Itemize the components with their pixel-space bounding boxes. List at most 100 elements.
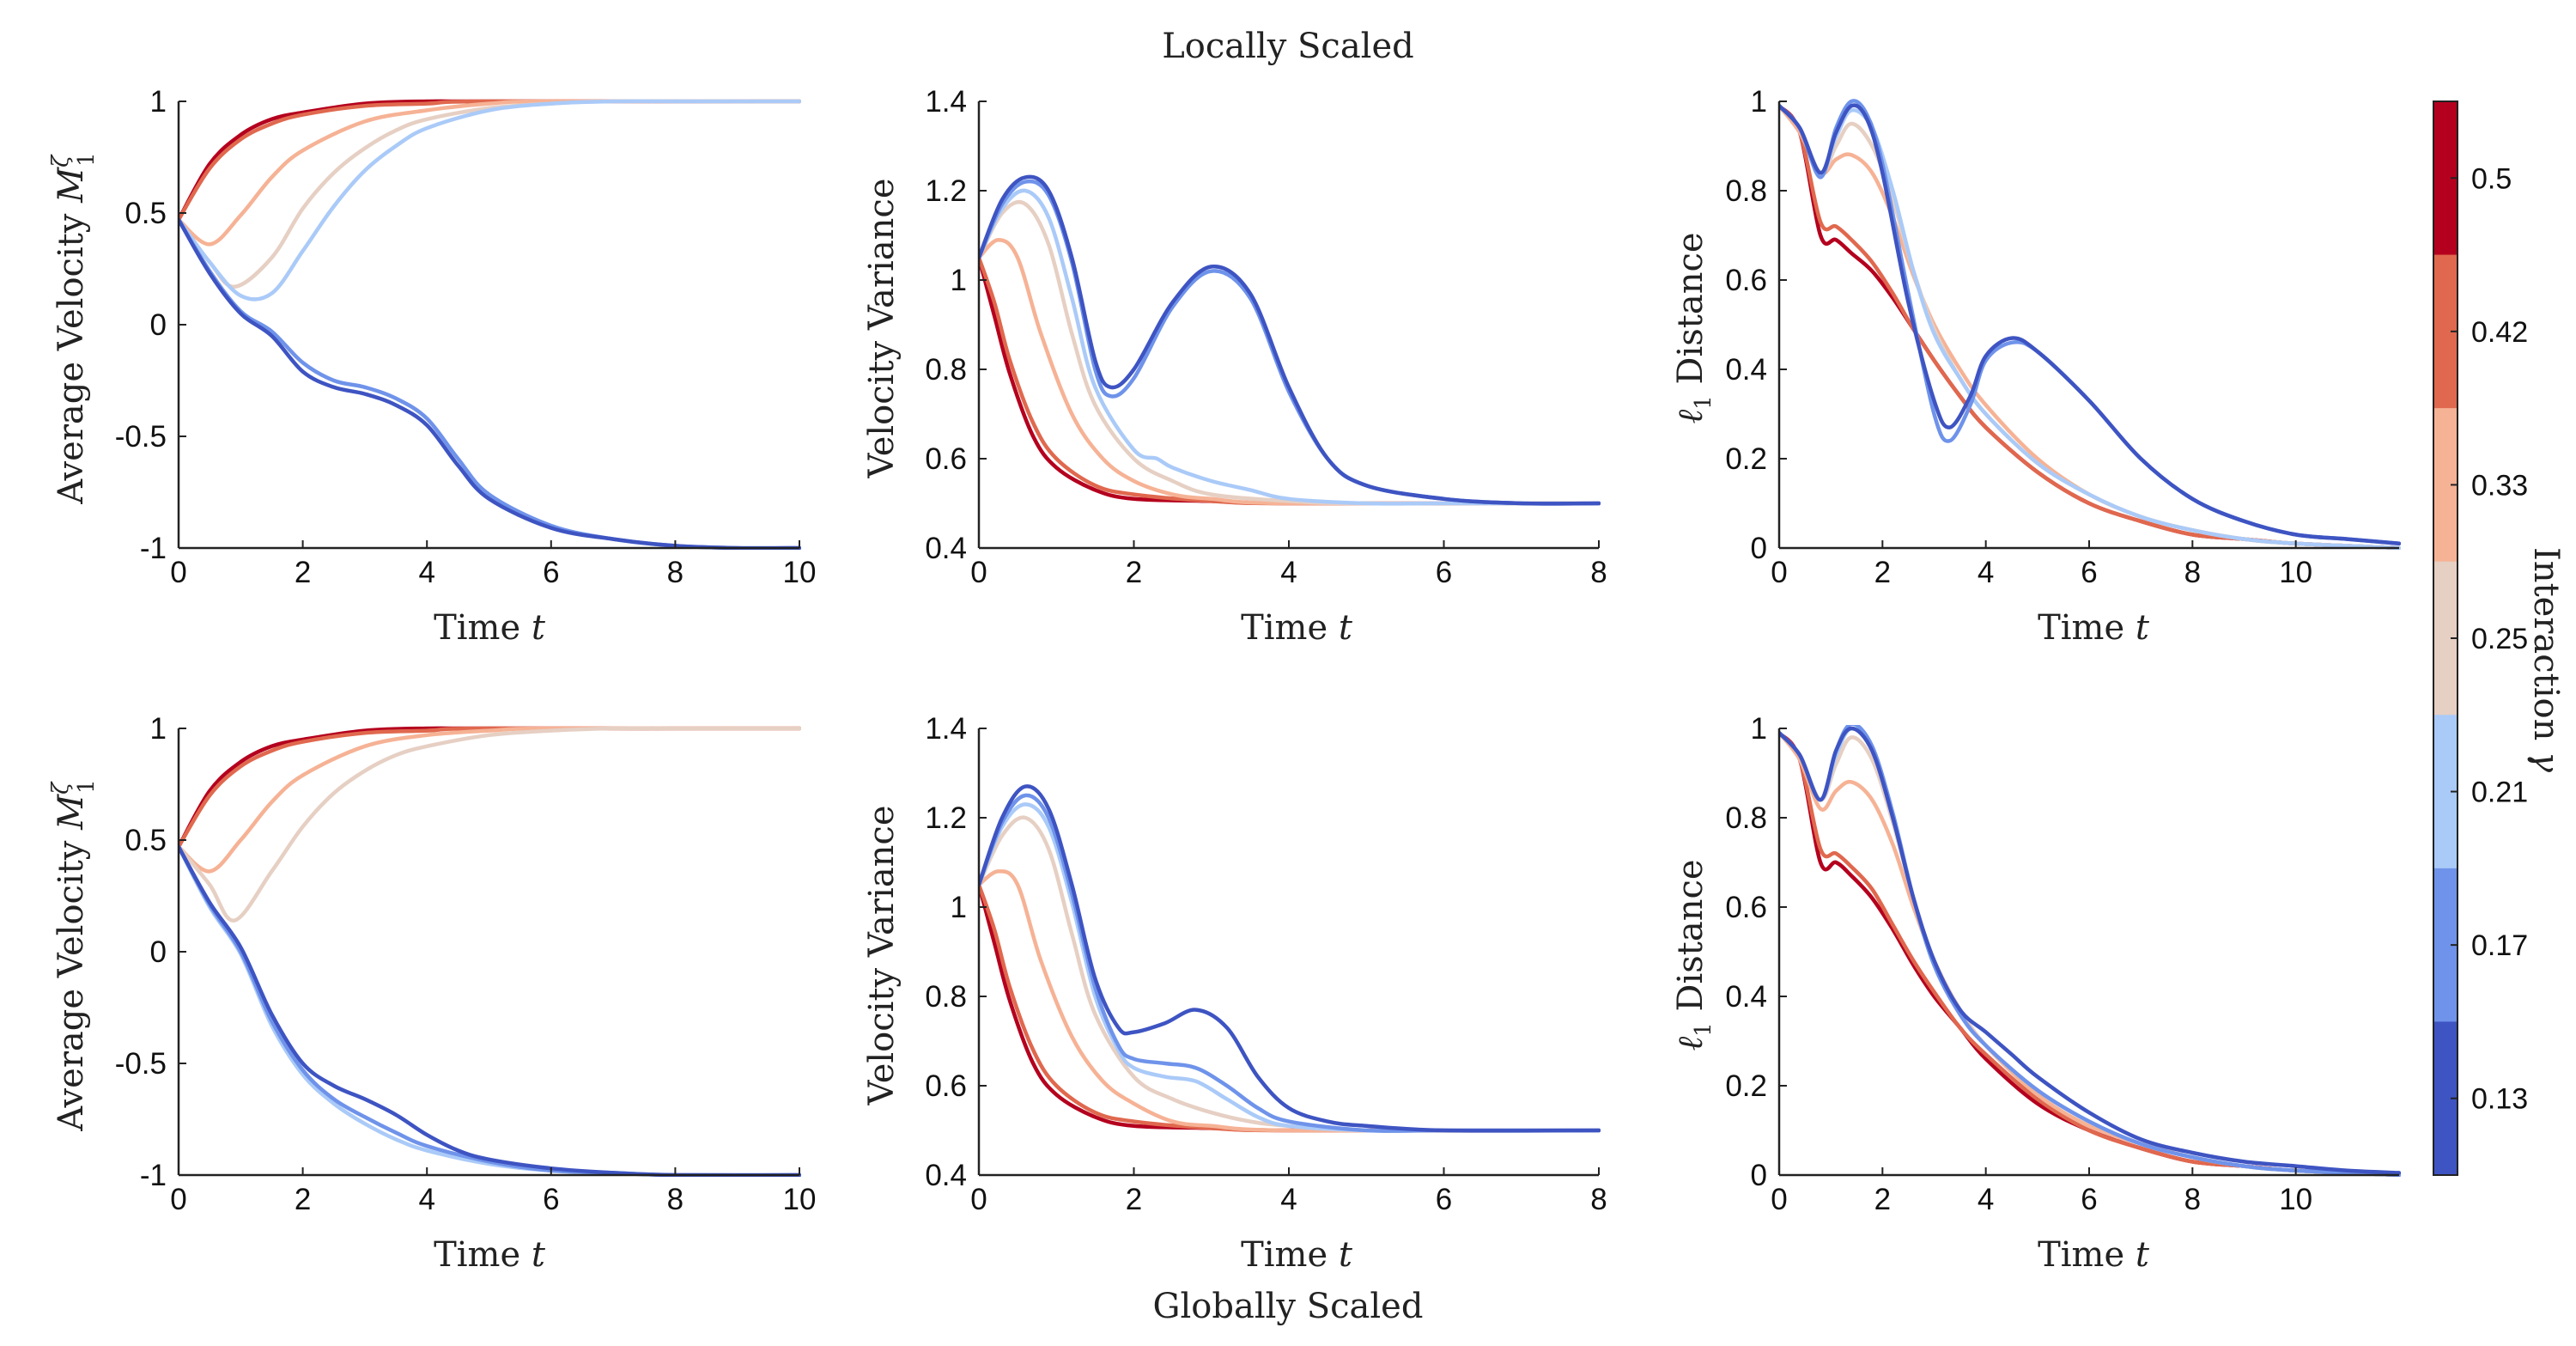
series-line-γ=0.25: [179, 726, 801, 923]
axes-layer: 0 2 4 6 8 10 -1 -0.5 0 0.5 1: [115, 712, 817, 1216]
series-layer: [979, 784, 1601, 1133]
y-tick-label: 0: [150, 935, 167, 969]
series-line-γ=0.42: [1779, 103, 2401, 550]
y-tick-label: 0.6: [1725, 891, 1767, 924]
x-axis-label: Time t: [434, 608, 546, 648]
bottom-title: Globally Scaled: [1153, 1287, 1424, 1326]
x-axis-label: Time t: [2038, 1235, 2150, 1275]
series-line-γ=0.21: [1779, 726, 2401, 1177]
series-line-γ=0.42: [1779, 730, 2401, 1177]
x-tick-label: 2: [1874, 556, 1891, 589]
y-tick-label: 1.4: [925, 85, 967, 119]
series-line-γ=0.5: [979, 882, 1601, 1133]
y-tick-label: 0.8: [1725, 801, 1767, 835]
panel-r1c2: 0 2 4 6 8 0.4 0.6 0.8 1 1.2 1.4 Time t Velocity Va…: [862, 85, 1607, 648]
series-layer: [179, 99, 801, 550]
y-axis-label: Average Velocity Mζ1: [48, 779, 100, 1131]
series-line-γ=0.42: [979, 882, 1601, 1133]
panel-r2c2: 0 2 4 6 8 0.4 0.6 0.8 1 1.2 1.4 Time t Velocity Va…: [862, 712, 1607, 1275]
series-line-γ=0.33: [979, 869, 1601, 1133]
series-line-γ=0.25: [979, 199, 1601, 506]
y-axis-label: Average Velocity Mζ1: [48, 152, 100, 504]
series-line-γ=0.33: [1779, 103, 2401, 550]
y-tick-label: 0.8: [925, 353, 967, 387]
colorbar-tick-label: 0.17: [2471, 929, 2528, 962]
y-tick-label: -1: [140, 532, 167, 565]
y-axis-label: ℓ1 Distance: [1671, 859, 1716, 1051]
colorbar: 0.5 0.42 0.33 0.25 0.21 0.17 0.13 Interaction …: [2433, 100, 2566, 1176]
x-tick-label: 8: [2184, 556, 2201, 589]
x-axis-label: Time t: [434, 1235, 546, 1275]
x-tick-label: 8: [667, 1183, 683, 1216]
y-tick-label: 0.5: [125, 824, 167, 857]
x-tick-label: 0: [170, 556, 186, 589]
y-axis-label: Velocity Variance: [862, 178, 902, 478]
y-tick-label: 1: [150, 712, 167, 746]
axes-layer: 0 2 4 6 8 0.4 0.6 0.8 1 1.2 1.4: [925, 85, 1607, 589]
colorbar-ticks: 0.5 0.42 0.33 0.25 0.21 0.17 0.13: [2451, 162, 2528, 1116]
x-tick-label: 4: [1978, 1183, 1994, 1216]
colorbar-tick-label: 0.25: [2471, 623, 2528, 655]
x-tick-label: 2: [1126, 1183, 1142, 1216]
y-tick-label: 0.2: [1725, 442, 1767, 476]
y-tick-label: 0.4: [1725, 353, 1767, 387]
x-tick-label: 4: [418, 556, 434, 589]
x-tick-label: 4: [1280, 1183, 1297, 1216]
x-axis-label: Time t: [2038, 608, 2150, 648]
y-axis-label: ℓ1 Distance: [1671, 232, 1716, 423]
series-line-γ=0.5: [179, 99, 801, 222]
x-axis-label: Time t: [1241, 1235, 1353, 1275]
series-layer: [179, 726, 801, 1177]
x-tick-label: 6: [2081, 1183, 2097, 1216]
y-tick-label: 1: [150, 85, 167, 119]
y-tick-label: 0.8: [1725, 174, 1767, 208]
x-tick-label: 6: [1436, 1183, 1452, 1216]
series-line-γ=0.21: [979, 188, 1601, 506]
y-tick-label: 1: [951, 891, 967, 924]
colorbar-tick-label: 0.13: [2471, 1083, 2528, 1116]
x-tick-label: 4: [1280, 556, 1297, 589]
panel-r2c3: 0 2 4 6 8 10 0 0.2 0.4 0.6 0.8 1 Time t ℓ1 Distance: [1671, 712, 2401, 1275]
series-line-γ=0.33: [1779, 730, 2401, 1177]
series-line-γ=0.17: [979, 179, 1601, 506]
x-tick-label: 6: [1436, 556, 1452, 589]
y-tick-label: 0.8: [925, 980, 967, 1014]
colorbar-tick-label: 0.5: [2471, 162, 2512, 195]
series-line-γ=0.13: [1779, 103, 2401, 546]
series-line-γ=0.17: [1779, 99, 2401, 546]
x-tick-label: 4: [418, 1183, 434, 1216]
x-axis-label: Time t: [1241, 608, 1353, 648]
x-tick-label: 2: [1874, 1183, 1891, 1216]
x-tick-label: 0: [970, 556, 987, 589]
y-tick-label: 0.6: [925, 1069, 967, 1103]
x-tick-label: 0: [970, 1183, 987, 1216]
series-line-γ=0.13: [979, 174, 1601, 506]
x-tick-label: 8: [1590, 556, 1607, 589]
panel-r1c1: 0 2 4 6 8 10 -1 -0.5 0 0.5 1 Time t Average Veloci…: [48, 85, 816, 648]
axes-layer: 0 2 4 6 8 10 0 0.2 0.4 0.6 0.8 1: [1725, 712, 2399, 1216]
colorbar-tick-label: 0.42: [2471, 316, 2528, 349]
y-tick-label: 0.4: [925, 532, 967, 565]
series-line-γ=0.25: [979, 815, 1601, 1133]
y-tick-label: 0.6: [925, 442, 967, 476]
x-tick-label: 0: [1771, 1183, 1787, 1216]
axes-layer: 0 2 4 6 8 0.4 0.6 0.8 1 1.2 1.4: [925, 712, 1607, 1216]
series-line-γ=0.21: [179, 99, 801, 301]
y-tick-label: -0.5: [115, 1047, 167, 1081]
x-tick-label: 2: [1126, 556, 1142, 589]
top-title: Locally Scaled: [1162, 27, 1414, 66]
x-tick-label: 10: [2279, 1183, 2312, 1216]
y-tick-label: 0: [1751, 532, 1767, 565]
colorbar-tick-label: 0.33: [2471, 469, 2528, 502]
y-tick-label: 1.4: [925, 712, 967, 746]
panel-r1c3: 0 2 4 6 8 10 0 0.2 0.4 0.6 0.8 1 Time t ℓ1 Distance: [1671, 85, 2401, 648]
y-axis-label: Velocity Variance: [862, 805, 902, 1105]
series-layer: [1779, 99, 2401, 550]
axes-layer: 0 2 4 6 8 10 -1 -0.5 0 0.5 1: [115, 85, 817, 589]
y-tick-label: 1: [1751, 712, 1767, 746]
y-tick-label: 0.4: [925, 1159, 967, 1192]
y-tick-label: 1: [951, 264, 967, 297]
series-line-γ=0.17: [979, 793, 1601, 1133]
y-tick-label: 0: [150, 308, 167, 342]
